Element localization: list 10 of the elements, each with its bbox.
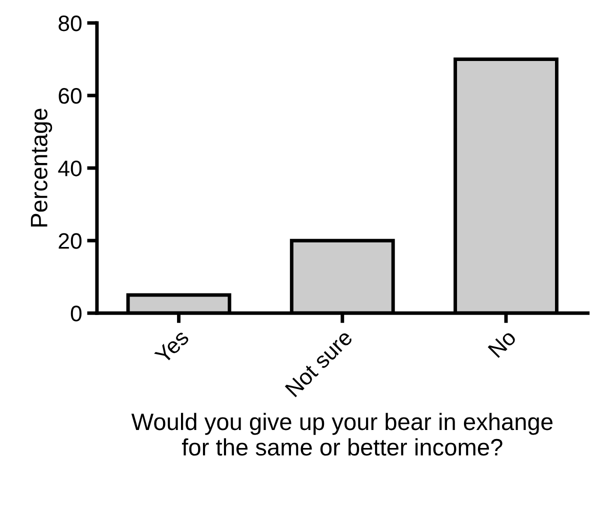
y-tick-label: 60 bbox=[58, 88, 82, 104]
y-tick-label: 0 bbox=[70, 306, 82, 322]
x-tick-label: Not sure bbox=[284, 328, 354, 398]
y-tick-label: 40 bbox=[58, 160, 82, 176]
x-axis-title: Would you give up your bear in exhange for the same or better income? bbox=[131, 412, 552, 456]
y-axis-title: Percentage bbox=[30, 108, 52, 226]
x-tick-label: No bbox=[488, 328, 517, 358]
y-tick-label: 80 bbox=[58, 15, 82, 32]
x-tick-label: Yes bbox=[154, 328, 190, 365]
y-tick-label: 20 bbox=[58, 233, 82, 249]
